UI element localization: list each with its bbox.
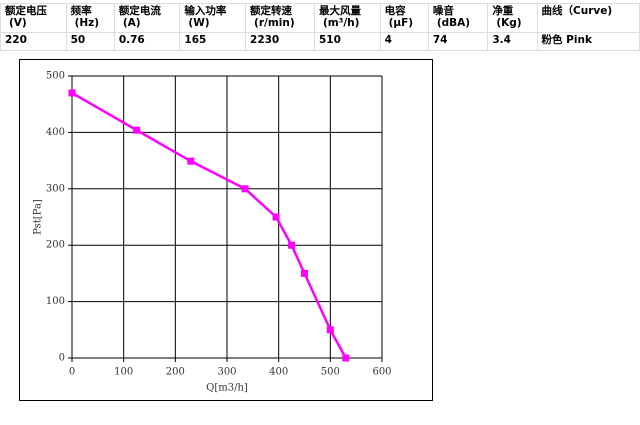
header-text: (dBA) bbox=[436, 17, 471, 29]
y-tick-label: 400 bbox=[46, 127, 65, 138]
marker bbox=[288, 241, 296, 249]
header-text: 噪音 bbox=[432, 5, 454, 17]
x-tick-label: 600 bbox=[372, 367, 391, 378]
marker bbox=[187, 157, 195, 165]
marker bbox=[326, 326, 334, 334]
y-tick-label: 500 bbox=[46, 71, 65, 82]
header-text: 最大风量 bbox=[319, 5, 361, 17]
x-axis-label: Q[m3/h] bbox=[206, 383, 248, 394]
header-text: 电容 bbox=[384, 5, 406, 17]
header-text: 额定电流 bbox=[118, 5, 161, 17]
data-cell: 165 bbox=[179, 32, 247, 51]
data-cell: 50 bbox=[65, 32, 115, 51]
data-cell: 3.4 bbox=[487, 32, 538, 51]
chart-frame bbox=[19, 59, 433, 401]
header-cell: 额定转速 (r/min) bbox=[245, 3, 315, 33]
header-text: 额定转速 bbox=[250, 5, 293, 17]
header-text: (Hz) bbox=[74, 17, 100, 29]
x-tick-label: 200 bbox=[166, 367, 185, 378]
marker bbox=[133, 126, 141, 134]
header-text: 净重 bbox=[492, 5, 514, 17]
marker bbox=[68, 89, 76, 97]
marker bbox=[301, 269, 308, 277]
header-text: (r/min) bbox=[254, 17, 295, 29]
y-tick-label: 100 bbox=[46, 296, 65, 307]
header-cell: 频率 (Hz) bbox=[65, 3, 115, 33]
data-cell: 2230 bbox=[245, 32, 315, 51]
x-tick-label: 400 bbox=[269, 367, 288, 378]
header-text: (Kg) bbox=[496, 17, 522, 29]
spec-table: 额定电压 (V) 频率 (Hz) 额定电流 (A) 输入功率 (W) 额定转速 (r/min) 最大… bbox=[0, 3, 640, 51]
header-cell: 曲线（Curve) bbox=[536, 3, 640, 33]
y-tick-label: 200 bbox=[46, 240, 65, 251]
header-text: (m³/h) bbox=[323, 17, 360, 29]
header-text: 额定电压 bbox=[5, 5, 47, 17]
x-tick-label: 500 bbox=[321, 367, 340, 378]
header-cell: 额定电压 (V) bbox=[0, 3, 67, 33]
header-text: 输入功率 bbox=[184, 5, 227, 17]
header-cell: 额定电流 (A) bbox=[113, 3, 181, 33]
header-text: 曲线（Curve) bbox=[541, 5, 613, 17]
data-cell: 粉色 Pink bbox=[536, 32, 640, 51]
x-tick-label: 300 bbox=[217, 367, 236, 378]
header-text: (A) bbox=[122, 17, 141, 29]
header-text: (W) bbox=[188, 17, 210, 29]
y-tick-label: 0 bbox=[59, 353, 65, 364]
data-cell: 510 bbox=[314, 32, 381, 51]
data-cell: 74 bbox=[427, 32, 489, 51]
header-text: (V) bbox=[9, 17, 27, 29]
data-cell: 4 bbox=[379, 32, 429, 51]
marker bbox=[272, 213, 280, 221]
data-cell: 220 bbox=[0, 32, 67, 51]
header-text: (μF) bbox=[388, 17, 414, 29]
y-tick-label: 300 bbox=[46, 183, 65, 194]
y-axis-label: Pst[Pa] bbox=[33, 199, 44, 235]
data-cell: 0.76 bbox=[113, 32, 181, 51]
data-row: 220 50 0.76 165 2230 510 4 74 3.4 粉色 Pink bbox=[0, 32, 640, 51]
x-tick-label: 100 bbox=[114, 367, 133, 378]
header-cell: 输入功率 (W) bbox=[179, 3, 247, 33]
header-row: 额定电压 (V) 频率 (Hz) 额定电流 (A) 输入功率 (W) 额定转速 (r/min) 最大… bbox=[0, 3, 640, 33]
header-text: 频率 bbox=[70, 5, 92, 17]
marker bbox=[241, 185, 249, 193]
header-cell: 噪音 (dBA) bbox=[427, 3, 489, 33]
x-tick-label: 0 bbox=[69, 367, 75, 378]
marker bbox=[342, 354, 350, 362]
header-cell: 净重 (Kg) bbox=[487, 3, 538, 33]
